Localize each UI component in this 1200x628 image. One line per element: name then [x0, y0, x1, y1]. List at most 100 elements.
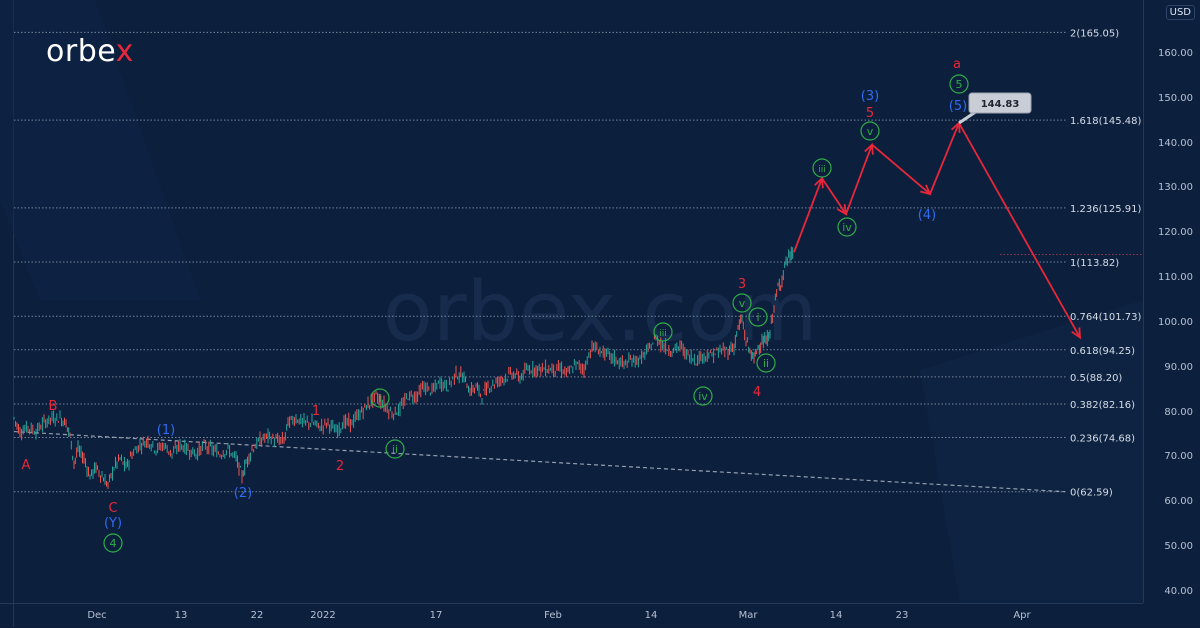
- logo-text: orbe: [46, 34, 116, 69]
- time-tick: 2022: [310, 610, 336, 621]
- svg-text:(2): (2): [234, 486, 252, 501]
- watermark-text: orbex.com: [383, 265, 818, 360]
- price-tick: 120.00: [1158, 227, 1193, 239]
- fib-level[interactable]: 0.5(88.20): [14, 373, 1122, 384]
- chart-plot-area[interactable]: orbex.com 2(165.05) 1.618(145.48) 1.236(12…: [0, 0, 1143, 603]
- svg-text:4: 4: [753, 385, 761, 400]
- time-tick: Feb: [544, 610, 562, 621]
- wave-label: iv: [837, 217, 857, 237]
- fib-level[interactable]: 0.764(101.73): [14, 312, 1142, 323]
- fib-level[interactable]: 0.618(94.25): [14, 346, 1135, 357]
- price-axis[interactable]: USD 160.00 150.00 140.00 130.00 120.00 110.00…: [1143, 0, 1200, 603]
- wave-label: v: [732, 293, 752, 313]
- wave-label: ii: [756, 353, 776, 373]
- svg-text:0.236(74.68): 0.236(74.68): [1070, 433, 1135, 444]
- svg-text:v: v: [739, 297, 746, 310]
- projection-segment[interactable]: [929, 122, 960, 195]
- price-tick: 150.00: [1158, 92, 1193, 104]
- price-tick: 50.00: [1164, 541, 1193, 553]
- fib-level[interactable]: 2(165.05): [14, 28, 1119, 39]
- wave-labels: ABC(Y)4(1)(2)12iiiiiiiv3viii4iiiiv(3)5v(…: [22, 57, 969, 553]
- fib-level[interactable]: 1.618(145.48): [14, 116, 1142, 127]
- chart-canvas[interactable]: orbex.com 2(165.05) 1.618(145.48) 1.236(12…: [0, 0, 1143, 603]
- svg-text:1: 1: [312, 404, 320, 419]
- wave-label: (3): [861, 89, 879, 104]
- fib-level[interactable]: 1.236(125.91): [14, 204, 1142, 215]
- svg-text:(4): (4): [918, 208, 936, 223]
- price-tick: 70.00: [1164, 451, 1193, 463]
- price-tick: 160.00: [1158, 48, 1193, 59]
- price-series: [13, 246, 794, 489]
- svg-text:v: v: [867, 125, 874, 138]
- wave-label: i: [748, 307, 768, 327]
- svg-text:0.764(101.73): 0.764(101.73): [1070, 312, 1142, 323]
- fib-level[interactable]: 0.236(74.68): [14, 433, 1135, 444]
- wave-label: C: [108, 501, 117, 516]
- wave-label: 3: [738, 277, 746, 292]
- wave-label: (5): [949, 99, 967, 114]
- price-tick: 130.00: [1158, 182, 1193, 194]
- svg-text:(5): (5): [949, 99, 967, 114]
- time-tick: Dec: [87, 610, 107, 621]
- svg-text:0.382(82.16): 0.382(82.16): [1070, 400, 1135, 411]
- logo-accent: x: [115, 34, 134, 69]
- wave-label: iii: [812, 158, 832, 178]
- price-tick: 60.00: [1164, 496, 1193, 508]
- fib-level[interactable]: 1(113.82): [14, 258, 1119, 269]
- wave-label: ii: [385, 439, 405, 459]
- dashed-trendline[interactable]: [13, 430, 1066, 493]
- fibonacci-levels[interactable]: 2(165.05) 1.618(145.48) 1.236(125.91) 1(113…: [14, 28, 1143, 499]
- svg-text:2: 2: [336, 459, 344, 474]
- time-axis[interactable]: Dec 13 22 2022 17 Feb 14 Mar 14 23 Apr: [0, 603, 1143, 628]
- time-tick: 17: [429, 610, 443, 621]
- time-tick: Mar: [738, 610, 758, 621]
- svg-text:1.618(145.48): 1.618(145.48): [1070, 116, 1142, 127]
- projection-path[interactable]: [793, 121, 1082, 340]
- price-tick: 100.00: [1158, 316, 1193, 328]
- currency-badge[interactable]: USD: [1165, 5, 1195, 20]
- time-tick: 14: [829, 610, 843, 621]
- svg-text:ii: ii: [392, 443, 398, 456]
- price-tick: 140.00: [1158, 137, 1193, 149]
- projection-segment[interactable]: [871, 143, 931, 195]
- wave-label: i: [370, 388, 390, 408]
- wave-label: a: [953, 57, 961, 72]
- wave-label: (4): [918, 208, 936, 223]
- time-tick: 14: [644, 610, 658, 621]
- svg-text:4: 4: [110, 537, 117, 550]
- svg-text:iii: iii: [818, 165, 826, 175]
- fib-level[interactable]: 0.382(82.16): [14, 400, 1135, 411]
- price-tick: 40.00: [1164, 585, 1193, 597]
- svg-text:C: C: [108, 501, 117, 516]
- svg-text:iii: iii: [659, 329, 667, 339]
- arrow-head-icon: [1071, 327, 1082, 340]
- time-tick: 22: [250, 610, 264, 621]
- svg-text:iv: iv: [842, 221, 852, 234]
- time-tick: 23: [895, 610, 909, 621]
- projection-segment[interactable]: [793, 177, 823, 253]
- svg-text:a: a: [953, 57, 961, 72]
- wave-label: iii: [653, 322, 673, 342]
- wave-label: B: [49, 399, 58, 414]
- fib-level[interactable]: 0(62.59): [14, 488, 1113, 499]
- wave-label: 2: [336, 459, 344, 474]
- price-tick: 90.00: [1164, 361, 1193, 373]
- projection-segment[interactable]: [845, 144, 873, 215]
- svg-text:3: 3: [738, 277, 746, 292]
- wave-label: 5: [949, 74, 969, 94]
- svg-text:0.5(88.20): 0.5(88.20): [1070, 373, 1122, 384]
- wave-label: A: [22, 458, 31, 473]
- projection-segment[interactable]: [821, 177, 847, 215]
- svg-text:5: 5: [956, 78, 963, 91]
- svg-text:0(62.59): 0(62.59): [1070, 488, 1113, 499]
- left-border: [13, 0, 14, 627]
- background-decoration: [0, 0, 1143, 603]
- time-tick: 13: [174, 610, 188, 621]
- projection-segment[interactable]: [958, 122, 1081, 338]
- wave-label: 1: [312, 404, 320, 419]
- svg-text:ii: ii: [763, 357, 769, 370]
- svg-text:(1): (1): [157, 423, 175, 438]
- price-callout[interactable]: 144.83: [958, 92, 1032, 125]
- orbex-logo: orbex: [46, 34, 134, 69]
